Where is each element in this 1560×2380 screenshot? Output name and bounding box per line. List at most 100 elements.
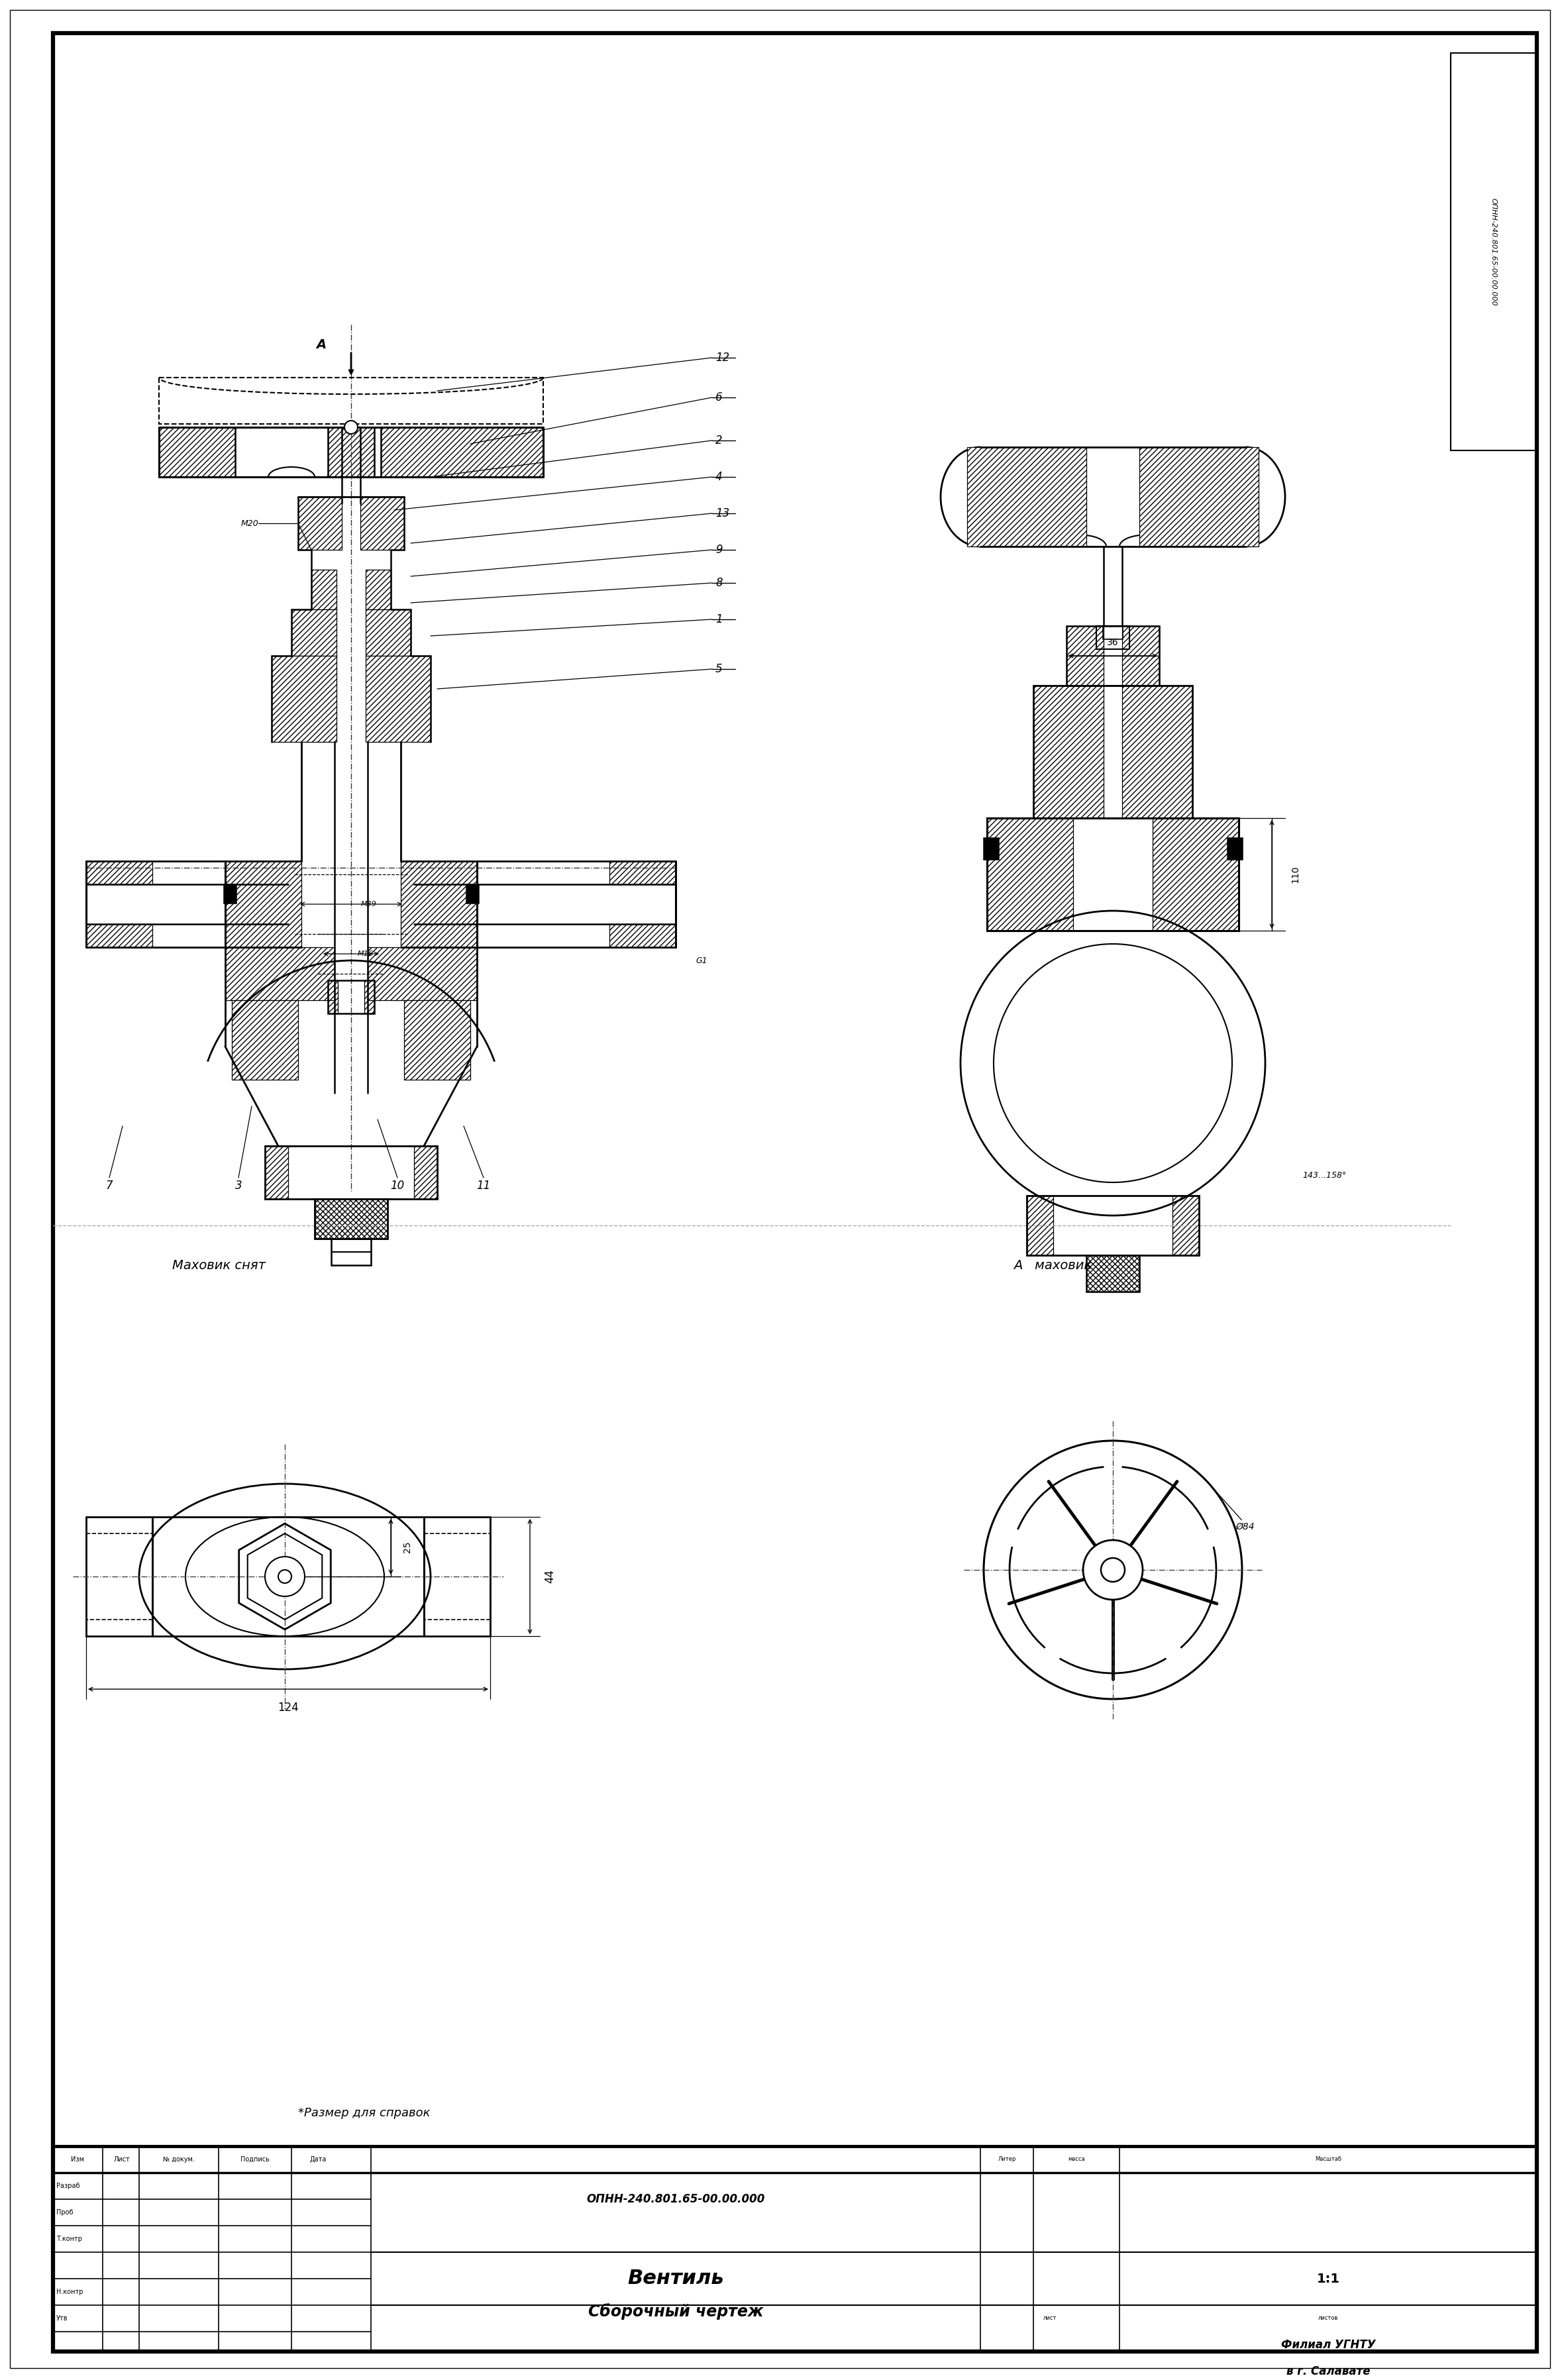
Text: М20: М20: [240, 519, 259, 528]
Text: листов: листов: [1318, 2316, 1338, 2320]
Bar: [159, 428, 236, 476]
Text: 6: 6: [716, 390, 722, 402]
Bar: [225, 885, 236, 902]
Circle shape: [345, 421, 357, 433]
Text: 7: 7: [106, 1180, 112, 1192]
Circle shape: [278, 1571, 292, 1583]
Bar: [1097, 626, 1129, 650]
Bar: [298, 497, 342, 550]
Bar: [328, 981, 339, 1014]
Text: ОПНН-240.801.65-00.00.000: ОПНН-240.801.65-00.00.000: [587, 2194, 764, 2206]
Text: 9: 9: [716, 543, 722, 557]
Bar: [1026, 1195, 1200, 1254]
Bar: [413, 1145, 437, 1200]
Bar: [232, 1000, 298, 1081]
Bar: [86, 862, 153, 885]
Text: 36: 36: [1108, 638, 1119, 647]
Text: № докум.: № докум.: [162, 2156, 195, 2163]
Text: Дата: Дата: [309, 2156, 326, 2163]
Bar: [1153, 819, 1239, 931]
Text: Сборочный чертеж: Сборочный чертеж: [588, 2304, 763, 2320]
Bar: [424, 1516, 490, 1635]
Text: 44: 44: [544, 1568, 555, 1583]
Bar: [1139, 447, 1259, 547]
Bar: [1033, 685, 1192, 819]
Text: Масштаб: Масштаб: [1315, 2156, 1342, 2163]
Text: Вентиль: Вентиль: [627, 2268, 724, 2287]
Bar: [1086, 1254, 1139, 1292]
Bar: [368, 947, 477, 1000]
Bar: [360, 497, 404, 550]
Text: ОПНН-240.801.65-00.00.000: ОПНН-240.801.65-00.00.000: [1490, 198, 1498, 305]
Bar: [1067, 626, 1103, 685]
Bar: [331, 1238, 371, 1266]
Text: М16: М16: [357, 950, 373, 957]
Text: 10: 10: [390, 1180, 404, 1192]
Bar: [424, 1533, 490, 1618]
Bar: [1026, 1195, 1053, 1254]
Bar: [365, 981, 374, 1014]
Text: 5: 5: [716, 664, 722, 676]
Bar: [225, 947, 334, 1000]
Bar: [967, 447, 1086, 547]
Bar: [1033, 685, 1103, 819]
Bar: [225, 862, 301, 947]
Bar: [1173, 1195, 1200, 1254]
Bar: [610, 923, 675, 947]
Bar: [404, 1000, 470, 1081]
Circle shape: [265, 1557, 304, 1597]
Text: G1: G1: [696, 957, 707, 964]
Bar: [365, 609, 410, 657]
Bar: [86, 923, 153, 947]
Text: 110: 110: [1290, 866, 1299, 883]
Text: 1: 1: [716, 614, 722, 626]
Bar: [1122, 685, 1192, 819]
Bar: [86, 1516, 153, 1635]
Bar: [1122, 626, 1159, 685]
Text: 11: 11: [476, 1180, 490, 1192]
Text: в г. Салавате: в г. Салавате: [1287, 2366, 1370, 2378]
Text: масса: масса: [1069, 2156, 1084, 2163]
Bar: [1086, 1254, 1139, 1292]
Bar: [86, 1533, 153, 1618]
Text: М39: М39: [360, 902, 378, 907]
Bar: [328, 981, 374, 1014]
Text: 25: 25: [402, 1540, 412, 1552]
Bar: [984, 838, 998, 859]
Bar: [365, 657, 431, 743]
Text: 124: 124: [278, 1702, 298, 1714]
Bar: [53, 2147, 1537, 2351]
Bar: [365, 569, 392, 609]
Text: лист: лист: [1044, 2316, 1056, 2320]
Bar: [987, 819, 1239, 931]
Text: 2: 2: [716, 436, 722, 447]
Bar: [466, 885, 479, 902]
Text: 13: 13: [716, 507, 730, 519]
Text: Разраб: Разраб: [56, 2182, 80, 2190]
Bar: [401, 862, 477, 947]
Bar: [328, 428, 374, 476]
Text: Филиал УГНТУ: Филиал УГНТУ: [1281, 2340, 1376, 2351]
Bar: [1067, 626, 1159, 685]
Text: 12: 12: [716, 352, 730, 364]
Text: 8: 8: [716, 576, 722, 588]
Text: Изм: Изм: [70, 2156, 84, 2163]
Text: Утв: Утв: [56, 2316, 69, 2323]
Bar: [610, 862, 675, 885]
Text: Маховик снят: Маховик снят: [172, 1259, 265, 1271]
Bar: [265, 1145, 289, 1200]
Text: Литер: Литер: [998, 2156, 1016, 2163]
Text: Подпись: Подпись: [240, 2156, 270, 2163]
Text: *Размер для справок: *Размер для справок: [298, 2106, 431, 2118]
Bar: [1228, 838, 1242, 859]
Circle shape: [1101, 1559, 1125, 1583]
Bar: [159, 378, 543, 424]
Bar: [987, 819, 1073, 931]
Text: Ø84: Ø84: [1236, 1521, 1254, 1530]
Bar: [315, 1200, 387, 1238]
Text: 1:1: 1:1: [1317, 2273, 1340, 2285]
Bar: [312, 569, 337, 609]
Bar: [265, 1145, 437, 1200]
Bar: [1451, 52, 1537, 450]
Bar: [315, 1200, 387, 1238]
